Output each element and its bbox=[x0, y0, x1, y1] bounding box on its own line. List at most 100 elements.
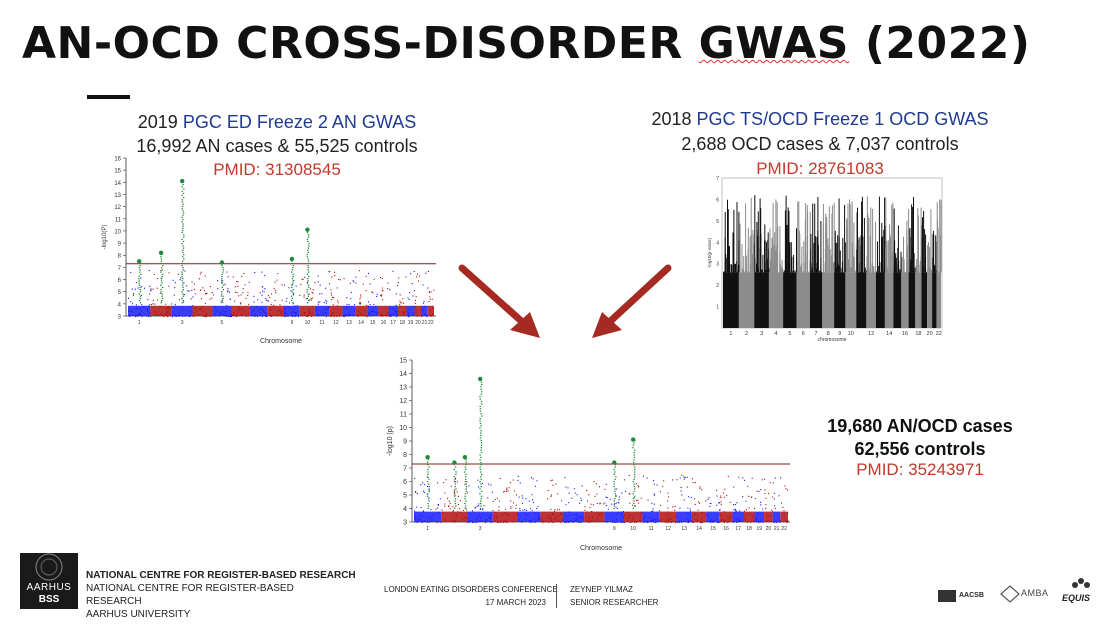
peak-snp bbox=[633, 454, 635, 456]
snp-point bbox=[698, 501, 700, 503]
snp-column bbox=[799, 241, 801, 273]
y-tick-label: 9 bbox=[403, 439, 407, 446]
snp-column bbox=[794, 270, 796, 273]
snp-point bbox=[359, 301, 361, 303]
snp-point bbox=[428, 301, 430, 303]
peak-snp bbox=[160, 258, 163, 260]
x-tick-label: 9 bbox=[291, 320, 294, 326]
snp-point bbox=[414, 290, 416, 292]
snp-point bbox=[227, 315, 229, 317]
snp-point bbox=[475, 522, 477, 524]
snp-point bbox=[464, 483, 466, 485]
snp-column bbox=[922, 269, 924, 273]
x-tick-label: 22 bbox=[428, 320, 434, 326]
snp-point bbox=[333, 297, 335, 299]
chromosome-band bbox=[769, 272, 784, 328]
snp-point bbox=[640, 497, 642, 499]
peak-snp bbox=[308, 286, 310, 288]
peak bbox=[478, 376, 483, 509]
snp-point bbox=[191, 281, 193, 283]
snp-point bbox=[681, 521, 683, 523]
snp-point bbox=[646, 477, 648, 479]
chromosome-band bbox=[540, 511, 563, 522]
peak-snp bbox=[307, 251, 309, 253]
snp-point bbox=[159, 292, 161, 294]
snp-point bbox=[305, 298, 307, 300]
snp-column bbox=[816, 237, 818, 273]
snp-column bbox=[761, 269, 763, 273]
snp-point bbox=[779, 521, 781, 523]
snp-point bbox=[359, 294, 361, 296]
snp-point bbox=[148, 270, 150, 272]
snp-point bbox=[498, 509, 500, 511]
chromosome-band bbox=[441, 511, 468, 522]
snp-point bbox=[331, 299, 333, 301]
snp-column bbox=[819, 270, 821, 273]
peak-snp bbox=[139, 262, 141, 264]
snp-point bbox=[337, 302, 339, 304]
snp-point bbox=[236, 316, 238, 318]
snp-column bbox=[727, 209, 729, 273]
peak-snp bbox=[464, 498, 466, 500]
snp-point bbox=[643, 522, 645, 524]
snp-point bbox=[371, 291, 373, 293]
snp-point bbox=[739, 510, 741, 512]
snp-point bbox=[237, 285, 239, 287]
peak bbox=[180, 178, 185, 304]
snp-point bbox=[690, 510, 692, 512]
snp-point bbox=[653, 503, 655, 505]
snp-point bbox=[735, 510, 737, 512]
snp-point bbox=[389, 315, 391, 317]
snp-point bbox=[691, 521, 693, 523]
peak-snp bbox=[222, 267, 224, 269]
snp-point bbox=[276, 315, 278, 317]
snp-point bbox=[436, 521, 438, 523]
chromosome-band bbox=[414, 511, 442, 522]
peak-snp bbox=[182, 251, 184, 253]
peak-snp bbox=[633, 490, 635, 492]
peak-snp bbox=[182, 197, 185, 199]
snp-point bbox=[628, 474, 630, 476]
snp-column bbox=[743, 256, 745, 273]
chromosome-band bbox=[171, 305, 193, 316]
snp-point bbox=[141, 286, 143, 288]
snp-point bbox=[271, 293, 273, 295]
peak-snp bbox=[455, 488, 457, 490]
snp-point bbox=[490, 521, 492, 523]
snp-point bbox=[599, 503, 601, 505]
lead-snp bbox=[425, 455, 430, 460]
peak-snp bbox=[479, 507, 482, 509]
snp-point bbox=[718, 502, 720, 504]
peak-snp bbox=[464, 466, 467, 468]
snp-point bbox=[350, 291, 352, 293]
snp-point bbox=[506, 487, 508, 489]
snp-point bbox=[456, 491, 458, 493]
snp-column bbox=[923, 271, 924, 273]
snp-column bbox=[803, 241, 805, 273]
snp-point bbox=[746, 521, 748, 523]
snp-column bbox=[892, 202, 894, 273]
snp-point bbox=[771, 509, 773, 511]
peak-snp bbox=[613, 505, 615, 507]
snp-point bbox=[422, 302, 424, 304]
snp-column bbox=[903, 236, 904, 273]
snp-point bbox=[267, 300, 269, 302]
x-tick-label: 14 bbox=[696, 526, 702, 532]
snp-point bbox=[183, 294, 185, 296]
peak-snp bbox=[633, 473, 636, 475]
snp-column bbox=[893, 208, 895, 273]
x-tick-label: 3 bbox=[479, 526, 482, 532]
peak-snp bbox=[182, 300, 184, 302]
snp-point bbox=[568, 502, 570, 504]
peak-snp bbox=[160, 271, 162, 273]
snp-point bbox=[459, 500, 461, 502]
snp-point bbox=[291, 316, 293, 318]
peak-snp bbox=[479, 454, 481, 456]
snp-point bbox=[317, 303, 319, 305]
peak-snp bbox=[480, 498, 482, 500]
snp-point bbox=[507, 490, 509, 492]
snp-point bbox=[353, 281, 355, 283]
snp-point bbox=[513, 502, 515, 504]
snp-point bbox=[488, 483, 490, 485]
snp-column bbox=[754, 195, 756, 273]
